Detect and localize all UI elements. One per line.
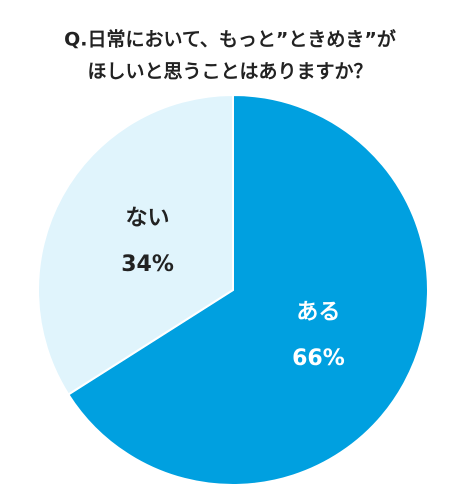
chart-title: Q.日常において、もっと”ときめき”が (64, 28, 396, 51)
pie-slice (37, 93, 234, 396)
slice-label: ある (296, 300, 340, 325)
chart-title: ほしいと思うことはありますか？ (87, 61, 372, 83)
value-label: 34% (121, 252, 174, 277)
value-label: 66% (292, 346, 345, 371)
slice-label: ない (126, 206, 170, 231)
pie-slice (66, 93, 429, 486)
